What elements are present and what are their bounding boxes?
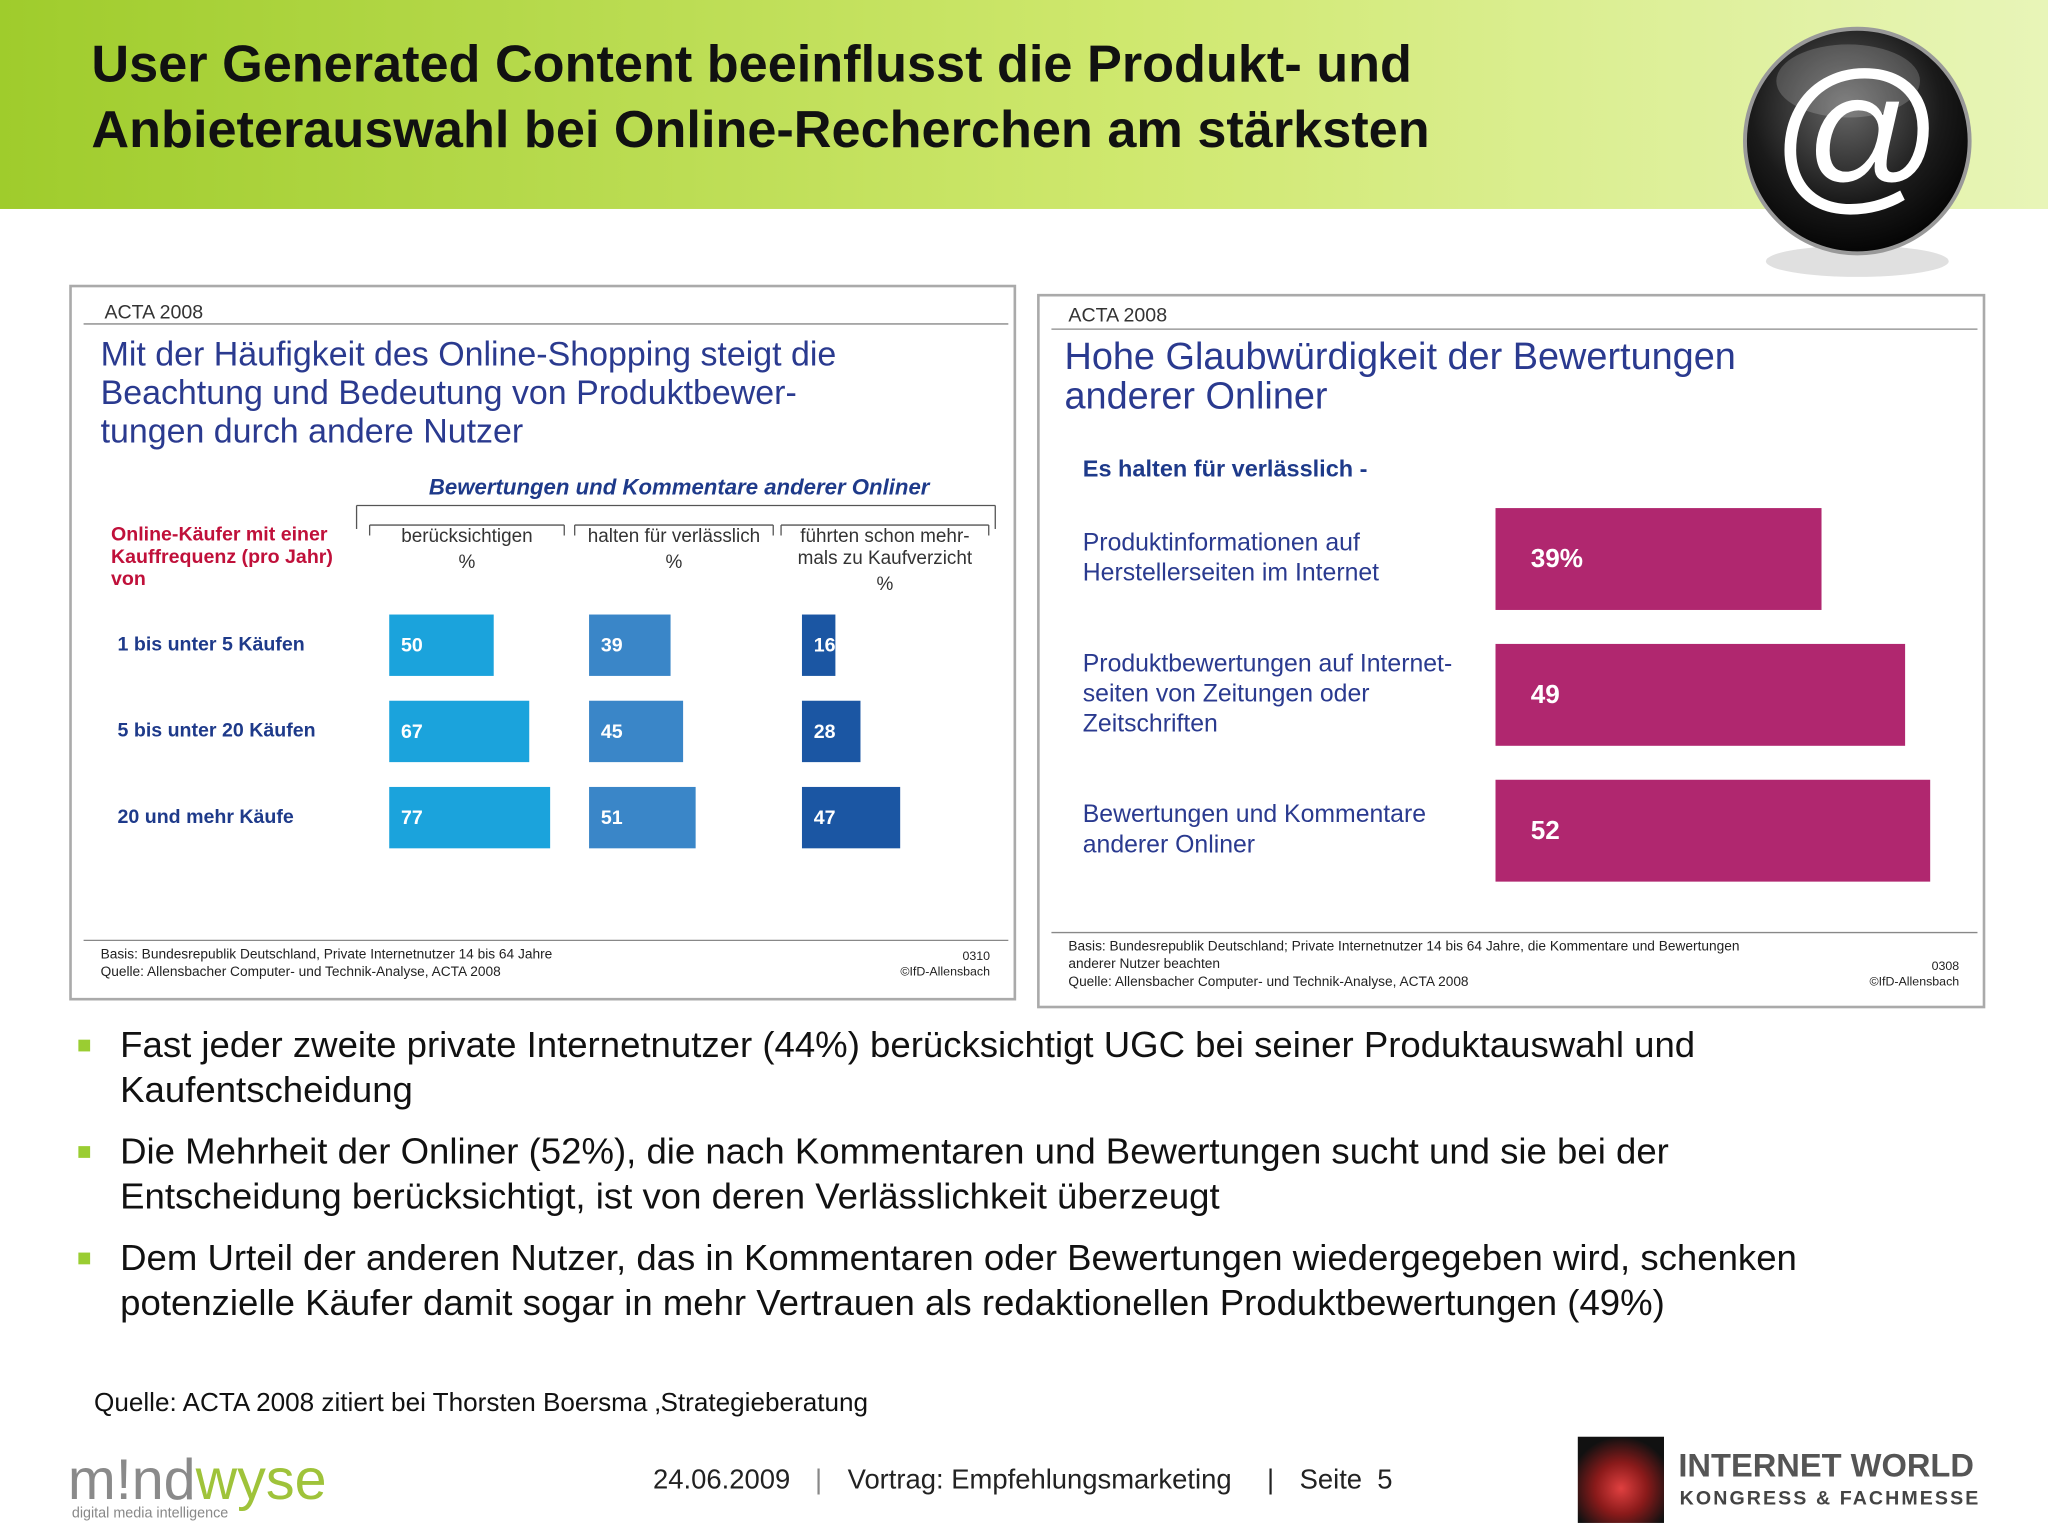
logo-part: m!nd	[68, 1448, 196, 1512]
partner-tagline: KONGRESS & FACHMESSE	[1680, 1488, 1981, 1510]
bar-label: 52	[1531, 815, 1560, 845]
bullet-marker	[78, 1146, 91, 1158]
chart-basis: Basis: Bundesrepublik Deutschland; Priva…	[1068, 939, 1739, 954]
category-label: 20 und mehr Käufe	[118, 806, 294, 828]
chart-source: ACTA 2008	[104, 302, 203, 324]
footer-date: 24.06.2009	[653, 1463, 790, 1494]
bar	[389, 786, 551, 849]
source-note: Quelle: ACTA 2008 zitiert bei Thorsten B…	[94, 1387, 868, 1417]
logo-tagline: digital media intelligence	[72, 1506, 228, 1522]
chart-basis: Quelle: Allensbacher Computer- und Techn…	[101, 964, 502, 979]
chart-source: ACTA 2008	[1068, 304, 1167, 326]
bar-label: 47	[814, 807, 836, 829]
bar-label: 45	[601, 721, 623, 743]
logo-part: wyse	[195, 1448, 327, 1512]
category-label: Zeitschriften	[1083, 710, 1218, 737]
category-label: seiten von Zeitungen oder	[1083, 680, 1370, 707]
bullet-marker	[78, 1252, 91, 1265]
row-label: von	[111, 568, 146, 590]
bar-label: 49	[1531, 679, 1560, 709]
footer-talk: Vortrag: Empfehlungsmarketing	[848, 1463, 1232, 1494]
bar	[801, 614, 836, 676]
bullet-text: potenzielle Käufer damit sogar in mehr V…	[120, 1282, 1665, 1323]
series-name: berücksichtigen	[401, 526, 532, 547]
bullet-text: Fast jeder zweite private Internetnutzer…	[120, 1024, 1695, 1065]
chart-title: Hohe Glaubwürdigkeit der Bewertungen	[1064, 336, 1735, 378]
group-label: Bewertungen und Kommentare anderer Onlin…	[429, 474, 931, 499]
chart-frame	[69, 284, 1017, 1001]
at-symbol: @	[1771, 37, 1943, 227]
category-label: Produktbewertungen auf Internet-	[1083, 650, 1452, 677]
category-label: Bewertungen und Kommentare	[1083, 801, 1426, 828]
bullet-text: Entscheidung berücksichtigt, ist von der…	[120, 1176, 1220, 1217]
bar	[801, 700, 861, 763]
chart-basis: anderer Nutzer beachten	[1068, 956, 1220, 971]
bar	[589, 614, 671, 676]
bar	[389, 614, 494, 676]
chart-basis: Basis: Bundesrepublik Deutschland, Priva…	[101, 946, 553, 961]
footer-separator: |	[815, 1463, 822, 1494]
chart-code: 0310	[962, 949, 990, 963]
category-label: 1 bis unter 5 Käufen	[118, 633, 305, 655]
partner-name: INTERNET WORLD	[1678, 1447, 1974, 1484]
at-icon	[1743, 26, 1972, 256]
category-label: anderer Onliner	[1083, 831, 1255, 858]
bar-label: 16	[814, 635, 836, 657]
bar	[589, 700, 684, 763]
chart-title: Beachtung und Bedeutung von Produktbewer…	[101, 374, 797, 412]
bullet-text: Dem Urteil der anderen Nutzer, das in Ko…	[120, 1237, 1797, 1278]
bar-label: 39%	[1531, 543, 1583, 573]
row-label: Online-Käufer mit einer	[111, 524, 328, 546]
chart-code: 0308	[1932, 959, 1960, 973]
chart-title: tungen durch andere Nutzer	[101, 413, 524, 451]
partner-logo	[1577, 1436, 1664, 1523]
bullet-text: Kaufentscheidung	[120, 1069, 413, 1110]
chart-copyright: ©IfD-Allensbach	[900, 965, 990, 979]
chart-basis: Quelle: Allensbacher Computer- und Techn…	[1068, 974, 1469, 989]
bar-label: 77	[401, 807, 423, 829]
bar-label: 28	[814, 721, 836, 743]
slide-title: Anbieterauswahl bei Online-Recherchen am…	[91, 101, 1429, 159]
bullet-text: Die Mehrheit der Onliner (52%), die nach…	[120, 1131, 1669, 1172]
bar	[389, 700, 530, 763]
bar-label: 51	[601, 807, 623, 829]
bar	[589, 786, 696, 849]
bar-label: 67	[401, 721, 423, 743]
series-name: führten schon mehr-	[800, 526, 969, 547]
series-unit: %	[876, 574, 893, 595]
logo: m!ndwyse	[68, 1448, 327, 1512]
row-label: Kauffrequenz (pro Jahr)	[111, 546, 333, 568]
chart-title: anderer Onliner	[1064, 375, 1327, 417]
category-label: Herstellerseiten im Internet	[1083, 560, 1379, 587]
bullet-marker	[78, 1039, 91, 1052]
bar	[1495, 779, 1931, 882]
series-name: halten für verlässlich	[588, 526, 760, 547]
chart-title: Mit der Häufigkeit des Online-Shopping s…	[101, 336, 837, 374]
series-unit: %	[666, 552, 683, 573]
footer-separator: |	[1267, 1463, 1274, 1494]
bar-label: 39	[601, 635, 623, 657]
chart-subtitle: Es halten für verlässlich -	[1083, 455, 1368, 481]
category-label: 5 bis unter 20 Käufen	[118, 720, 316, 742]
slide-title: User Generated Content beeinflusst die P…	[91, 36, 1412, 94]
bar	[1495, 643, 1906, 746]
header-band	[0, 0, 2048, 209]
icon-highlight	[1776, 44, 1920, 118]
footer-page: Seite 5	[1300, 1463, 1393, 1494]
bar-label: 50	[401, 635, 423, 657]
bar	[801, 786, 901, 849]
chart-copyright: ©IfD-Allensbach	[1869, 974, 1959, 988]
icon-shadow	[1765, 245, 1949, 277]
series-name: mals zu Kaufverzicht	[798, 548, 973, 569]
category-label: Produktinformationen auf	[1083, 530, 1360, 557]
series-unit: %	[459, 552, 476, 573]
bar	[1495, 508, 1822, 610]
